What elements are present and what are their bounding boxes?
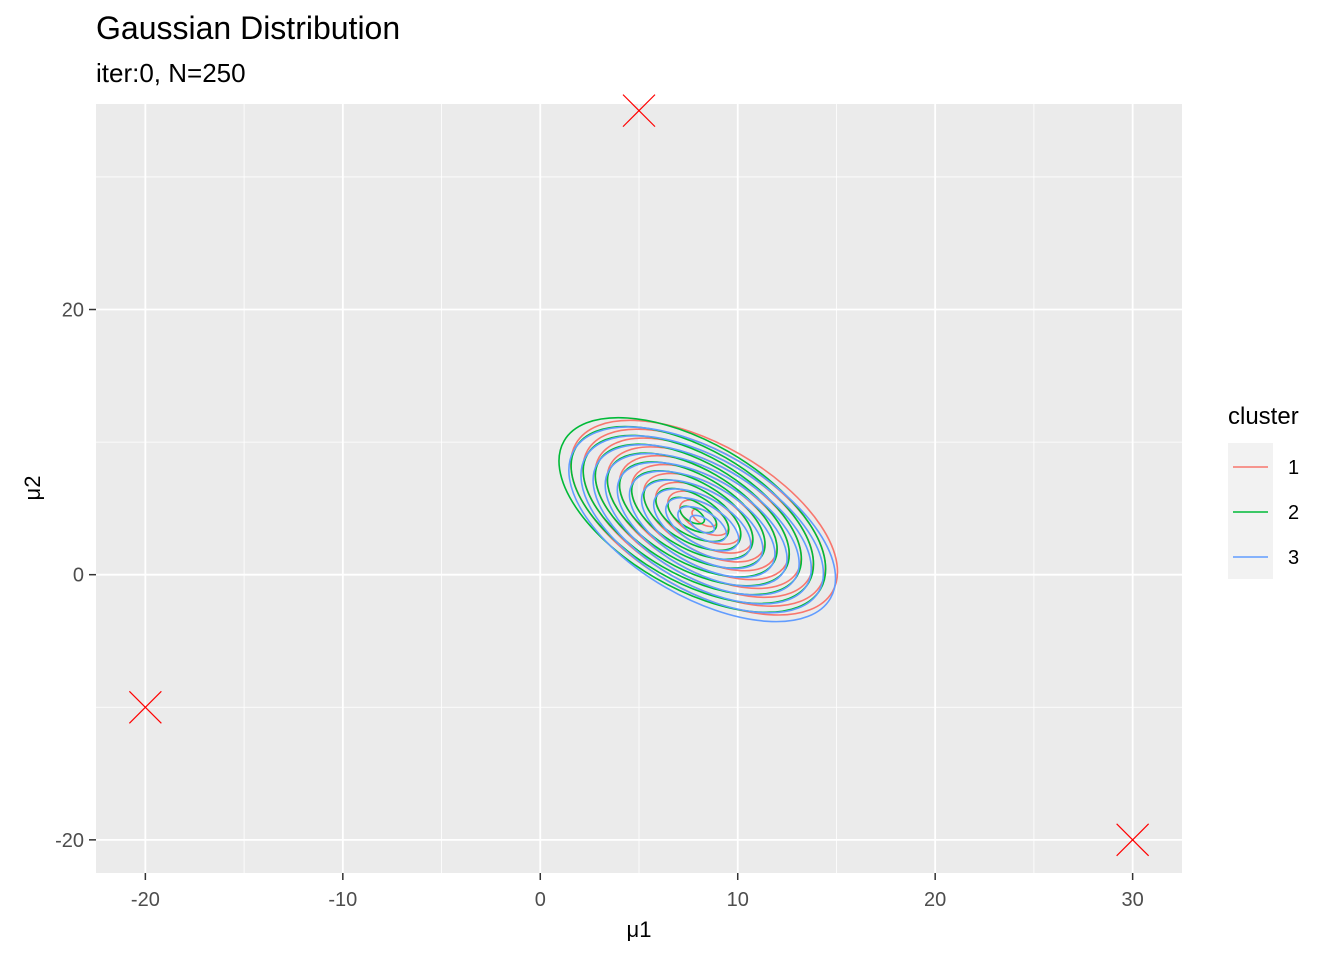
- x-tick-label: 0: [535, 889, 546, 911]
- contour-line: [580, 435, 825, 614]
- y-tick-label: -20: [55, 830, 84, 852]
- x-tick-label: 10: [727, 889, 749, 911]
- axes: -20 -10 0 10 20 30 -20 0 20: [55, 300, 1144, 911]
- y-tick-label: 0: [73, 565, 84, 587]
- legend-title: cluster: [1228, 403, 1299, 430]
- contour-line: [616, 461, 788, 588]
- centroid-marker: [622, 94, 656, 128]
- legend-key-background: [1228, 443, 1273, 579]
- legend-label-3: 3: [1288, 547, 1299, 569]
- contour-line: [689, 514, 716, 534]
- contour-line: [640, 479, 764, 570]
- legend: cluster 1 2 3: [1228, 403, 1299, 579]
- x-axis-label: μ1: [627, 917, 652, 942]
- y-tick-label: 20: [62, 300, 84, 322]
- centroid-marker: [128, 690, 162, 724]
- legend-label-2: 2: [1288, 502, 1299, 524]
- contour-line: [592, 443, 813, 605]
- marker-layer: [128, 94, 1150, 857]
- contour-line: [604, 452, 800, 596]
- centroid-marker: [1116, 823, 1150, 857]
- x-tick-label: -10: [328, 889, 357, 911]
- grid-major: [96, 104, 1182, 873]
- x-tick-label: -20: [131, 889, 160, 911]
- legend-label-1: 1: [1288, 457, 1299, 479]
- chart-title: Gaussian Distribution: [96, 10, 401, 46]
- x-tick-label: 20: [924, 889, 946, 911]
- grid-minor: [96, 104, 1182, 873]
- contour-layer: [558, 416, 839, 623]
- contour-line: [628, 470, 776, 579]
- chart-subtitle: iter:0, N=250: [96, 58, 246, 88]
- x-tick-label: 30: [1122, 889, 1144, 911]
- contour-line: [665, 496, 740, 552]
- y-axis-label: μ2: [20, 476, 45, 501]
- contour-series-3: [568, 426, 837, 623]
- contour-line: [568, 426, 837, 623]
- contour-line: [652, 488, 752, 561]
- contour-line: [677, 505, 728, 543]
